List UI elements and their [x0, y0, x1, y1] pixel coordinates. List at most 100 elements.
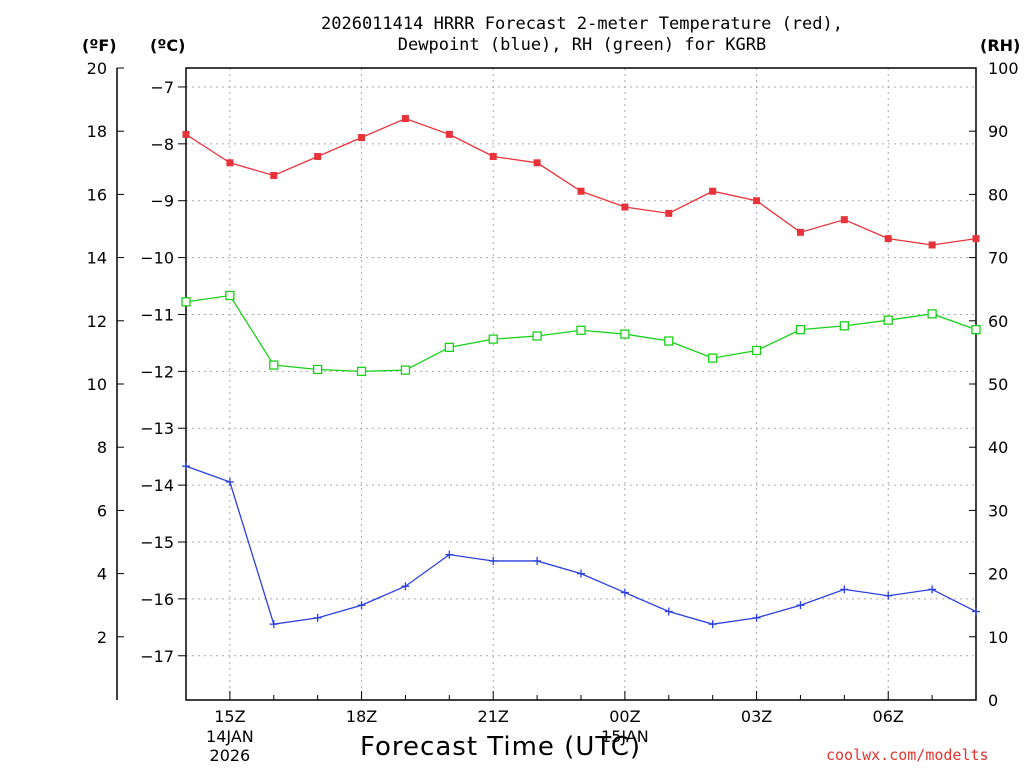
celsius-tick-label: −7 [150, 78, 174, 97]
rh-tick-label: 50 [988, 375, 1008, 394]
temperature-point [533, 159, 541, 167]
celsius-tick-label: −12 [140, 362, 174, 381]
x-date-label: 14JAN [206, 727, 254, 746]
fahrenheit-tick-label: 6 [97, 501, 107, 520]
temperature-point [358, 134, 366, 142]
x-tick-label: 03Z [741, 707, 772, 726]
rh-tick-label: 10 [988, 628, 1008, 647]
temperature-point [314, 152, 322, 160]
dewpoint-point [884, 591, 893, 600]
rh-tick-label: 0 [988, 691, 998, 710]
temperature-point [577, 187, 585, 195]
temperature-point [665, 209, 673, 217]
temperature-point [621, 203, 629, 211]
dewpoint-point [445, 550, 454, 559]
fahrenheit-tick-label: 12 [87, 312, 107, 331]
rh-point [664, 336, 674, 346]
rh-point [225, 290, 235, 301]
rh-tick-label: 40 [988, 438, 1008, 457]
rh-tick-label: 90 [988, 122, 1008, 141]
dewpoint-point [182, 462, 190, 471]
celsius-tick-label: −10 [140, 249, 174, 268]
rh-tick-label: 20 [988, 565, 1008, 584]
rh-point [708, 353, 718, 363]
dewpoint-point [489, 556, 498, 565]
rh-point [751, 345, 762, 356]
temperature-point [840, 216, 848, 224]
celsius-tick-label: −11 [140, 305, 174, 324]
celsius-axis-label: (ºC) [150, 36, 186, 55]
dewpoint-point [752, 613, 761, 622]
fahrenheit-tick-label: 20 [87, 59, 107, 78]
dewpoint-point [357, 601, 366, 610]
rh-point [488, 334, 498, 344]
celsius-tick-label: −14 [140, 476, 174, 495]
x-tick-label: 00Z [609, 707, 640, 726]
x-tick-label: 15Z [214, 707, 245, 726]
rh-point [971, 324, 981, 335]
x-year-label: 2026 [210, 746, 251, 765]
temperature-line [185, 117, 977, 246]
rh-point [400, 365, 411, 375]
rh-point [839, 321, 849, 331]
x-date-label: 15JAN [601, 727, 649, 746]
rh-point [313, 364, 323, 375]
temperature-point [445, 130, 453, 138]
rh-point [620, 329, 630, 339]
dewpoint-point [972, 607, 980, 616]
rh-point [269, 360, 279, 370]
rh-point [795, 324, 806, 335]
temperature-point [928, 241, 936, 249]
credit-text: coolwx.com/modelts [826, 746, 989, 764]
dewpoint-point [664, 607, 673, 616]
dewpoint-point [225, 477, 234, 486]
rh-tick-label: 100 [988, 59, 1019, 78]
rh-point [181, 297, 191, 307]
dewpoint-point [313, 613, 322, 622]
rh-tick-label: 70 [988, 249, 1008, 268]
x-tick-label: 18Z [346, 707, 377, 726]
celsius-tick-label: −17 [140, 647, 174, 666]
temperature-point [226, 159, 234, 167]
x-tick-label: 06Z [873, 707, 904, 726]
x-axis-title: Forecast Time (UTC) [360, 732, 642, 762]
fahrenheit-tick-label: 4 [97, 565, 107, 584]
fahrenheit-tick-label: 2 [97, 628, 107, 647]
dewpoint-point [796, 601, 805, 610]
dewpoint-point [840, 585, 849, 594]
chart-title-line2: Dewpoint (blue), RH (green) for KGRB [397, 35, 767, 55]
rh-point [532, 331, 542, 341]
dewpoint-point [708, 620, 717, 629]
fahrenheit-tick-label: 10 [87, 375, 107, 394]
temperature-point [753, 197, 761, 205]
x-tick-label: 21Z [478, 707, 509, 726]
temperature-point [972, 235, 980, 243]
rh-point [883, 315, 893, 325]
fahrenheit-tick-label: 18 [87, 122, 107, 141]
rh-point [576, 325, 586, 335]
fahrenheit-tick-label: 8 [97, 438, 107, 457]
fahrenheit-tick-label: 14 [87, 249, 107, 268]
chart-title: 2026011414 HRRR Forecast 2-meter Tempera… [0, 14, 1024, 56]
rh-tick-label: 80 [988, 185, 1008, 204]
rh-point [927, 309, 937, 319]
rh-tick-label: 30 [988, 501, 1008, 520]
rh-point [444, 342, 454, 352]
celsius-tick-label: −15 [140, 533, 174, 552]
chart-title-line1: 2026011414 HRRR Forecast 2-meter Tempera… [321, 14, 843, 34]
dewpoint-point [928, 585, 937, 594]
dewpoint-line [185, 465, 977, 625]
dewpoint-point [620, 588, 629, 597]
temperature-point [401, 115, 409, 123]
fahrenheit-tick-label: 16 [87, 185, 107, 204]
dewpoint-point [533, 556, 542, 565]
rh-point [356, 366, 367, 377]
temperature-point [182, 130, 190, 138]
dewpoint-point [401, 582, 410, 591]
celsius-tick-label: −8 [150, 135, 174, 154]
celsius-tick-label: −9 [150, 192, 174, 211]
dewpoint-point [269, 620, 278, 629]
temperature-point [489, 152, 497, 160]
fahrenheit-axis-label: (ºF) [82, 36, 117, 55]
